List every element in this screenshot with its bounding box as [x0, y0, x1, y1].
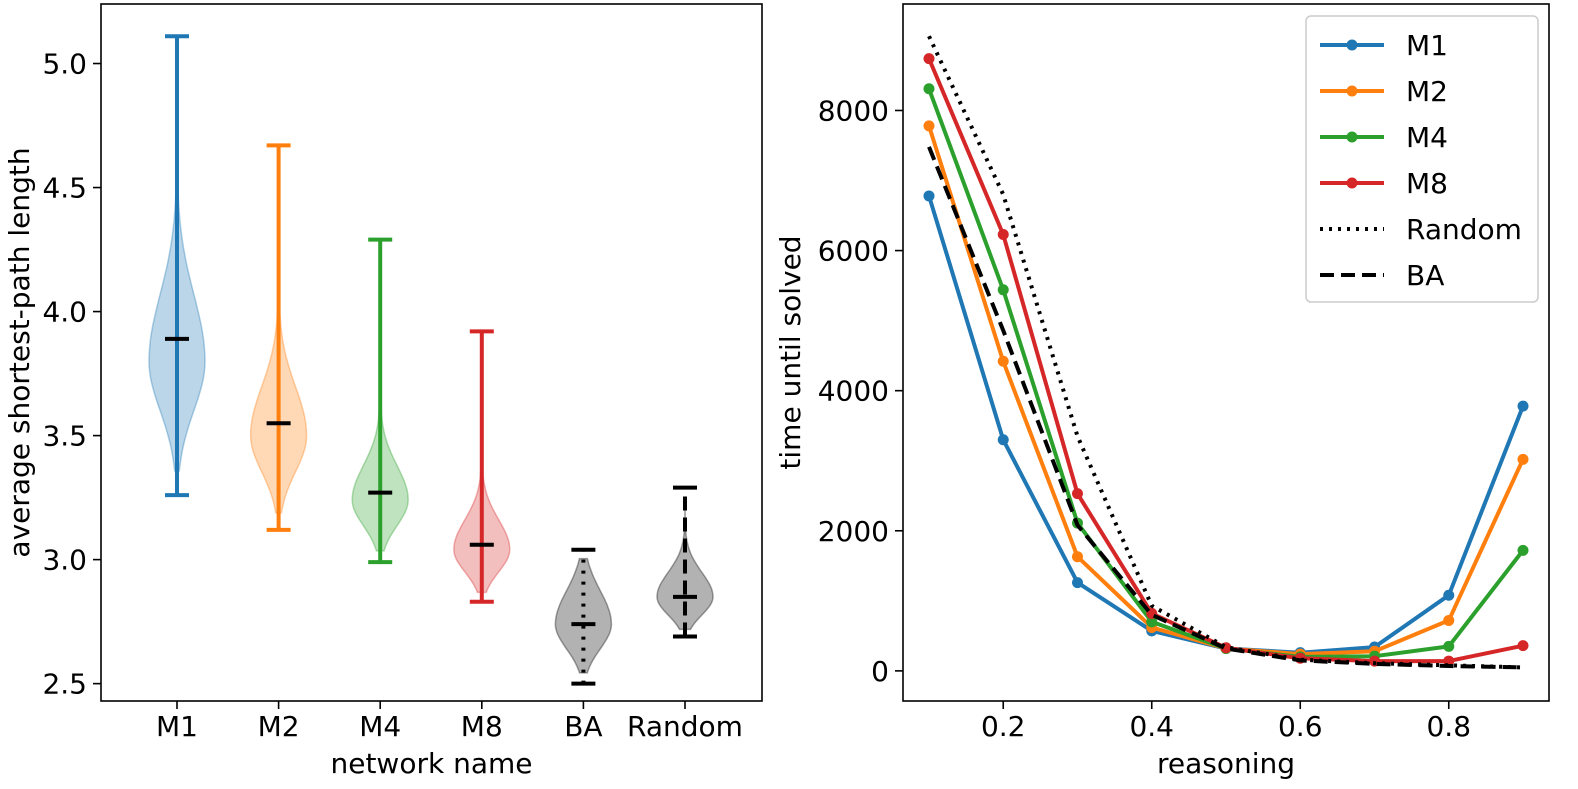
x-axis-label: network name [330, 747, 532, 780]
series-m8 [923, 53, 1529, 667]
violin-random [656, 485, 714, 639]
data-point-m1 [1517, 400, 1529, 412]
violin-chart: 2.5 3.0 3.5 4.0 4.5 5.0 M1 M2 M4 M8 BA Random networ… [3, 3, 763, 780]
data-point-m1 [1071, 577, 1083, 589]
y-tick-label: 0 [871, 655, 889, 688]
y-axis-label: average shortest-path length [3, 147, 36, 557]
x-axis-label: reasoning [1157, 747, 1295, 780]
x-tick-label: 0.8 [1426, 710, 1471, 743]
x-tick-label: M4 [359, 710, 401, 743]
x-tick-label: M2 [258, 710, 300, 743]
data-point-m2 [1071, 551, 1083, 563]
data-point-m4 [997, 284, 1009, 296]
y-tick-label: 3.0 [42, 544, 87, 577]
line-chart: 0 2000 4000 6000 8000 0.2 0.4 0.6 0.8 reasoning ti… [774, 3, 1550, 780]
legend-label-m4: M4 [1406, 121, 1448, 154]
violin-m8 [453, 329, 511, 604]
data-point-m1 [997, 434, 1009, 446]
y-tick-label: 4.5 [42, 172, 87, 205]
legend-marker-m2 [1346, 85, 1358, 97]
x-tick-label: M8 [461, 710, 503, 743]
legend-label-m1: M1 [1406, 29, 1448, 62]
y-tick-label: 4.0 [42, 296, 87, 329]
data-point-m2 [1517, 453, 1529, 465]
legend-label-m2: M2 [1406, 75, 1448, 108]
data-point-m4 [1146, 616, 1158, 628]
data-point-m8 [1071, 488, 1083, 500]
data-point-m8 [1517, 640, 1529, 652]
data-point-m1 [1443, 589, 1455, 601]
data-point-m4 [1517, 544, 1529, 556]
legend-label-m8: M8 [1406, 167, 1448, 200]
x-tick-label: Random [627, 710, 743, 743]
y-tick-label: 5.0 [42, 48, 87, 81]
x-tick-label: 0.6 [1278, 710, 1323, 743]
plot-frame-left [100, 3, 763, 702]
data-point-m2 [923, 120, 935, 132]
data-point-m4 [923, 83, 935, 95]
x-tick-label: BA [564, 710, 602, 743]
plot-frame-right [902, 3, 1550, 702]
series-ba [927, 146, 1524, 670]
legend-marker-m8 [1346, 177, 1358, 189]
y-tick-label: 3.5 [42, 420, 87, 453]
y-axis-label: time until solved [774, 235, 807, 469]
data-point-m2 [997, 355, 1009, 367]
x-tick-label: M1 [156, 710, 198, 743]
x-tick-label: 0.2 [981, 710, 1026, 743]
series-line-ba [927, 146, 1524, 670]
violin-m1 [148, 34, 206, 498]
data-point-m1 [923, 190, 935, 202]
y-tick-label: 4000 [818, 375, 889, 408]
violin-m4 [351, 237, 409, 565]
legend-label-ba: BA [1406, 259, 1444, 292]
data-point-m2 [1443, 614, 1455, 626]
legend-label-random: Random [1406, 213, 1522, 246]
data-point-m4 [1443, 640, 1455, 652]
y-tick-label: 8000 [818, 94, 889, 127]
violin-ba [554, 547, 613, 686]
legend-marker-m1 [1346, 39, 1358, 51]
y-tick-label: 2000 [818, 515, 889, 548]
y-tick-label: 2.5 [42, 668, 87, 701]
legend-box [1305, 15, 1539, 303]
legend-marker-m4 [1346, 131, 1358, 143]
x-tick-label: 0.4 [1129, 710, 1174, 743]
legend: M1 M2 M4 M8 Random BA [1305, 15, 1539, 303]
data-point-m8 [997, 228, 1009, 240]
y-tick-label: 6000 [818, 235, 889, 268]
violin-m2 [249, 143, 308, 532]
data-point-m8 [923, 53, 935, 65]
